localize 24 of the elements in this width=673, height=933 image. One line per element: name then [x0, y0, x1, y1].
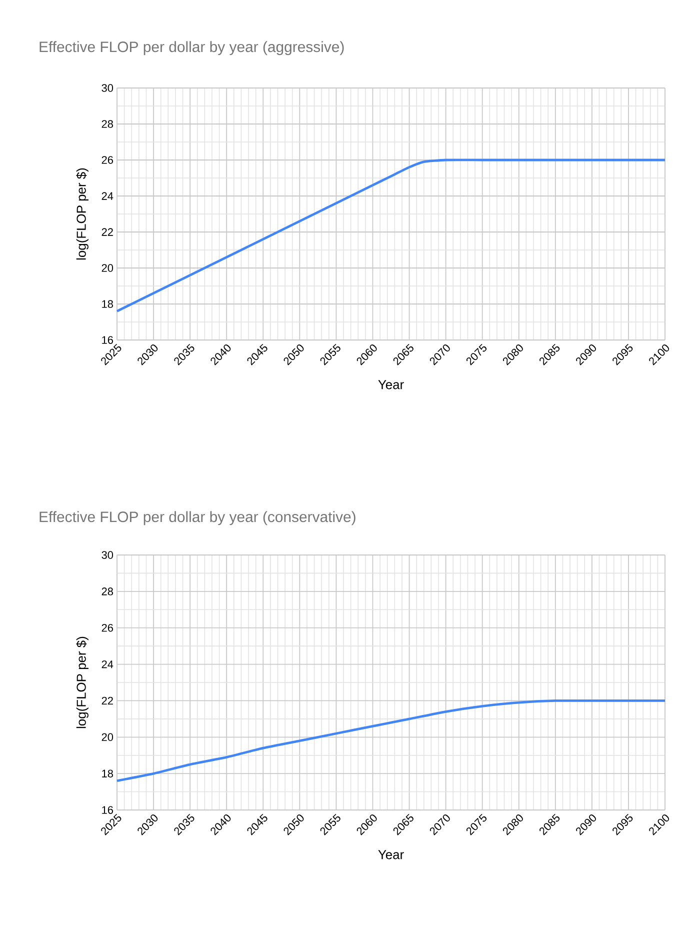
y-tick-label: 22	[102, 228, 113, 236]
y-tick-label: 26	[102, 624, 113, 632]
y-tick-label: 28	[102, 588, 113, 596]
y-tick-label: 18	[102, 770, 113, 778]
y-tick-label: 30	[102, 551, 113, 559]
y-tick-label: 18	[102, 300, 113, 308]
chart-title: Effective FLOP per dollar by year (conservative)	[40, 511, 356, 526]
chart-title: Effective FLOP per dollar by year (aggressive)	[40, 41, 344, 56]
line-series	[116, 699, 666, 782]
y-tick-label: 24	[102, 192, 114, 200]
y-tick-label: 16	[102, 336, 113, 344]
y-axis-title: log(FLOP per $)	[76, 636, 88, 728]
y-tick-label: 20	[102, 733, 113, 742]
y-axis-title: log(FLOP per $)	[76, 168, 88, 260]
y-tick-label: 30	[102, 84, 113, 92]
y-tick-label: 16	[102, 806, 113, 814]
y-tick-label: 20	[102, 264, 113, 272]
y-tick-label: 22	[102, 696, 113, 705]
x-axis-title: Year	[378, 380, 404, 390]
x-axis-title: Year	[378, 850, 404, 860]
line-series	[116, 158, 666, 312]
y-tick-label: 26	[102, 156, 113, 164]
y-tick-label: 28	[102, 120, 113, 128]
y-tick-label: 24	[102, 660, 114, 668]
